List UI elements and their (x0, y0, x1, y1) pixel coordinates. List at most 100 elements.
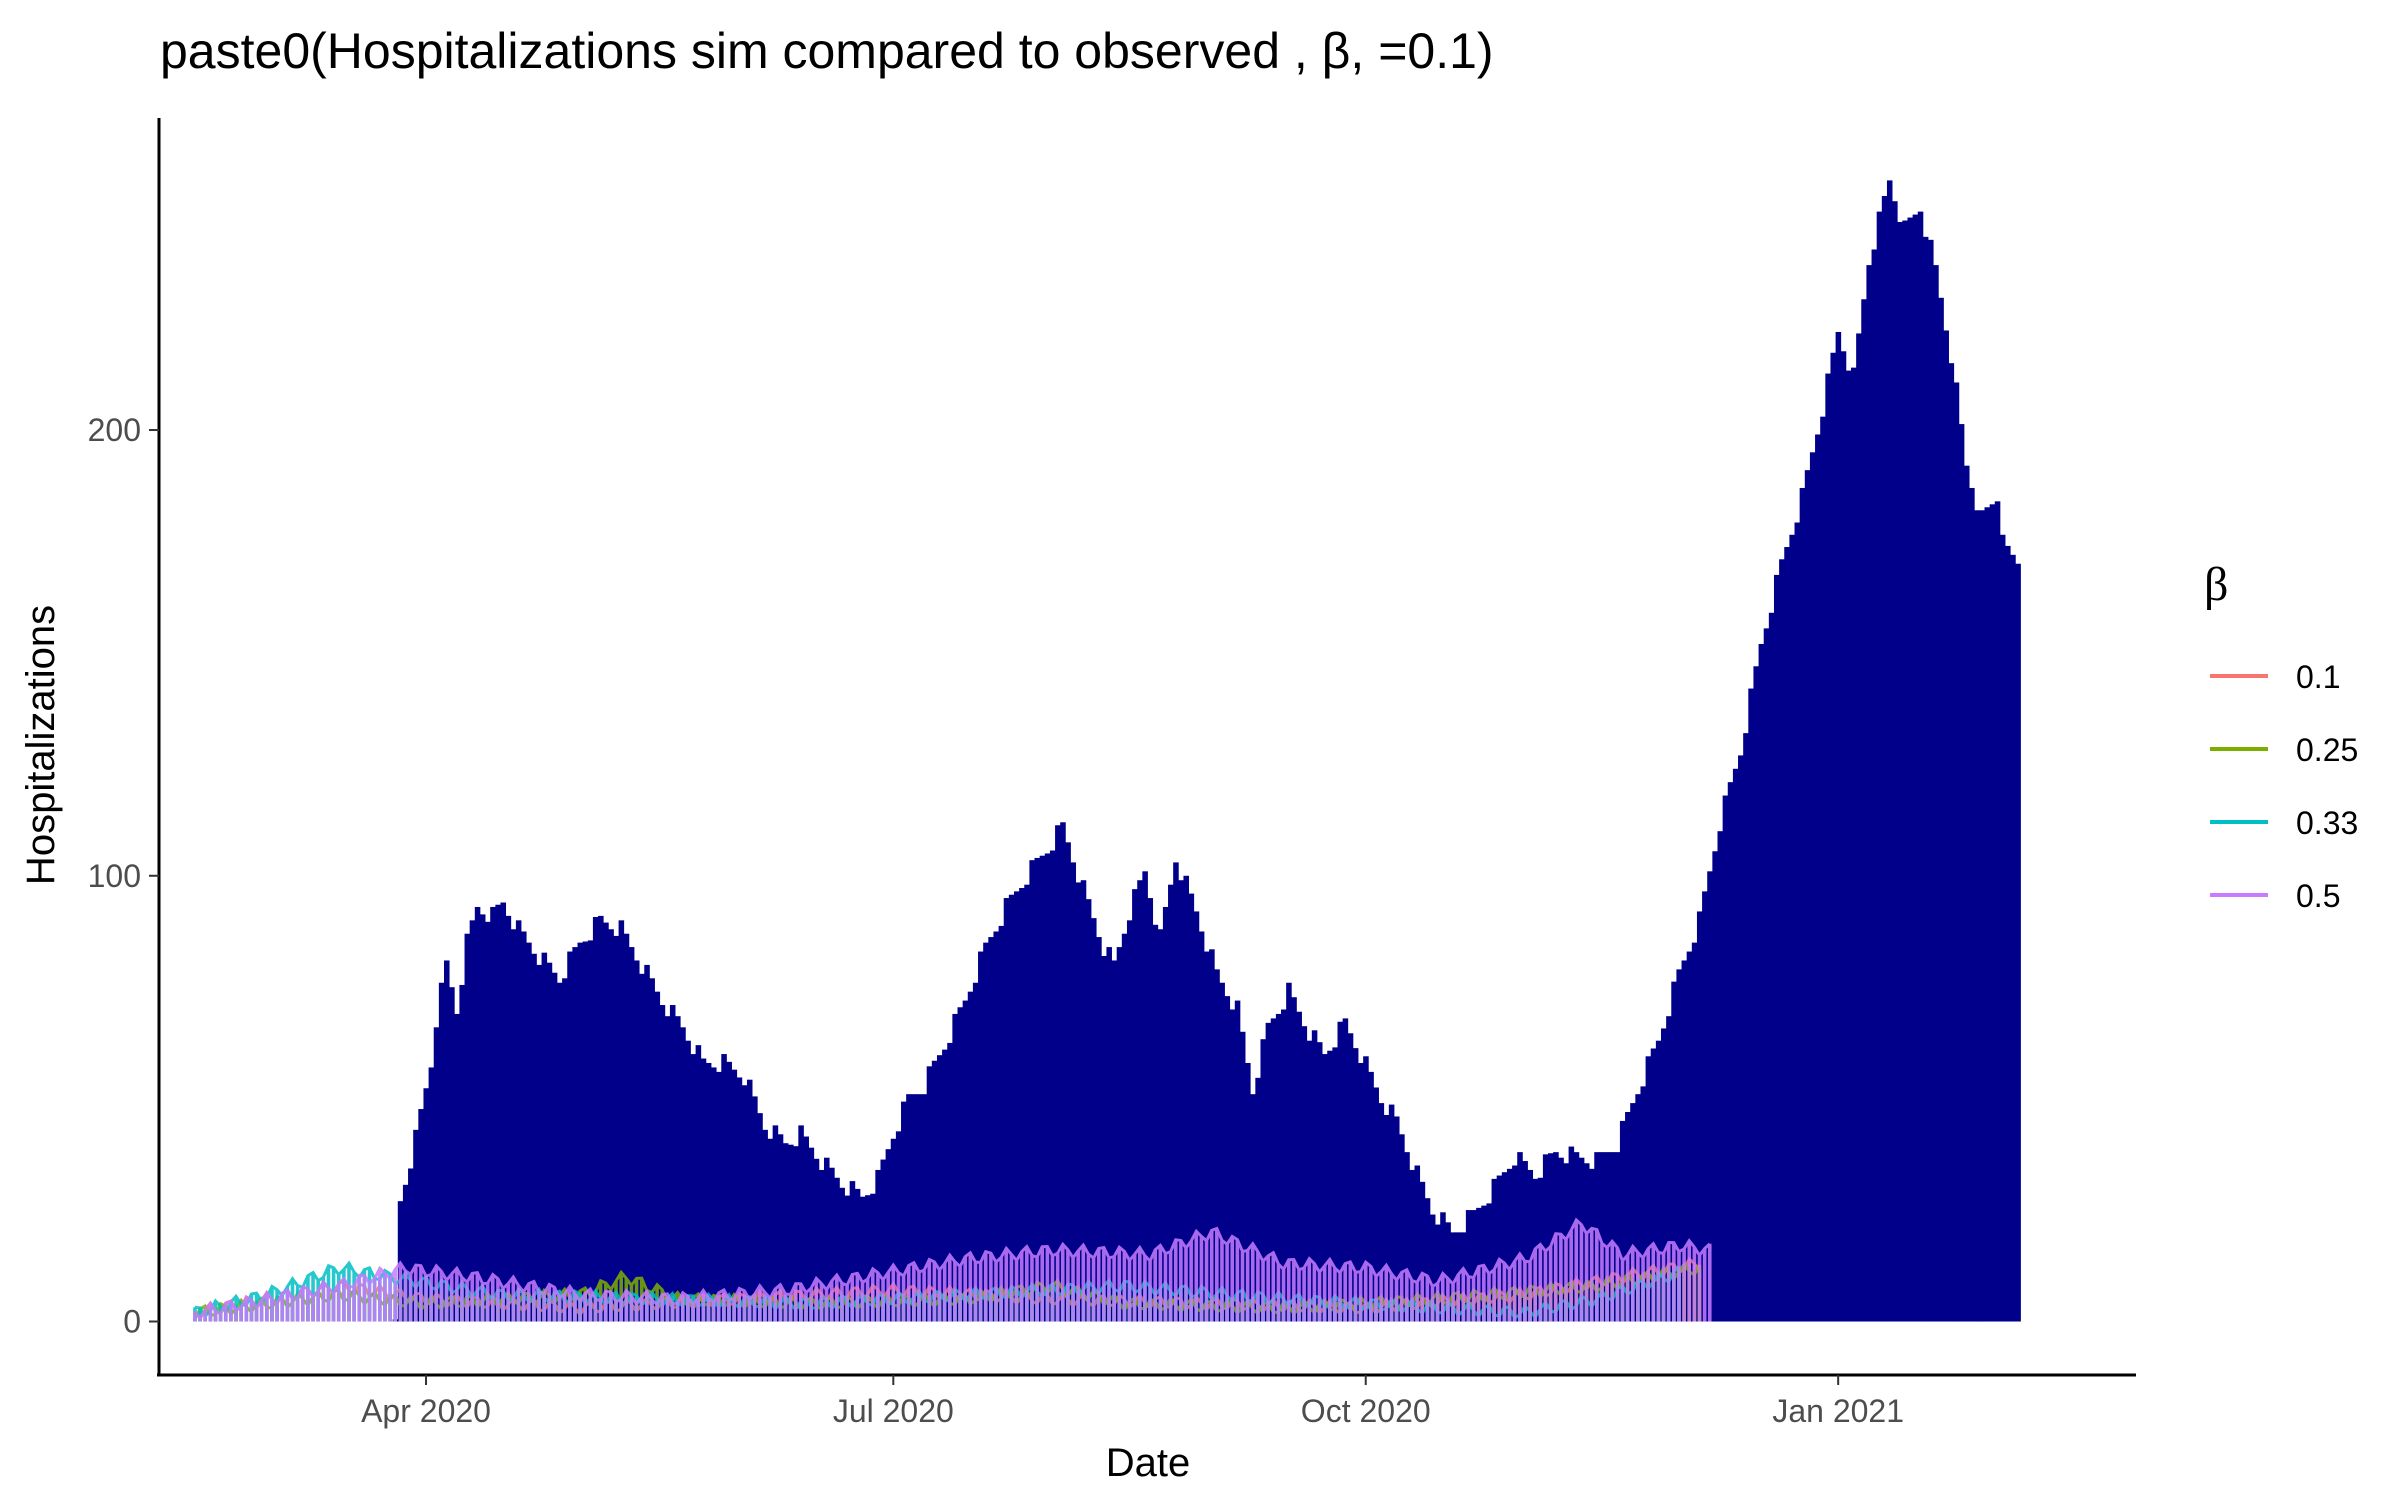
series-bar (824, 1289, 829, 1322)
observed-bar (413, 1129, 419, 1322)
series-bar (588, 1289, 593, 1322)
series-bar (1574, 1220, 1579, 1322)
observed-bar (1789, 534, 1795, 1322)
series-bar (542, 1293, 546, 1322)
observed-bar (1111, 960, 1118, 1322)
observed-bar (1948, 363, 1955, 1322)
observed-bar (695, 1045, 702, 1322)
series-bar (614, 1302, 618, 1322)
series-bar (1343, 1263, 1347, 1322)
series-bar (881, 1280, 885, 1322)
observed-bar (1619, 1120, 1626, 1322)
series-bar (953, 1261, 957, 1322)
series-bar (1112, 1256, 1116, 1322)
series-bar (470, 1273, 475, 1322)
series-bar (1482, 1265, 1486, 1322)
observed-bar (1630, 1103, 1636, 1322)
series-bar (973, 1262, 978, 1322)
series-bar (1204, 1240, 1209, 1322)
series-bar (357, 1275, 362, 1322)
observed-bar (1049, 850, 1056, 1322)
observed-bar (2005, 545, 2011, 1322)
series-bar (1461, 1268, 1466, 1322)
series-bar (1595, 1229, 1599, 1322)
series-bar (265, 1292, 269, 1322)
series-bar (1446, 1278, 1450, 1322)
series-bar (1050, 1255, 1055, 1322)
chart-title: paste0(Hospitalizations sim compared to … (160, 23, 1494, 79)
observed-bar (1661, 1028, 1667, 1322)
series-bar (1564, 1239, 1568, 1322)
observed-bar (1327, 1050, 1333, 1322)
observed-bar (1275, 1013, 1282, 1322)
observed-bar (1157, 929, 1164, 1322)
series-bar (1415, 1282, 1419, 1322)
series-bar (1250, 1243, 1255, 1322)
observed-bar (1147, 898, 1154, 1322)
observed-bar (1548, 1153, 1554, 1322)
observed-bar (526, 942, 532, 1322)
series-bar (475, 1272, 480, 1322)
series-bar (1281, 1269, 1286, 1322)
observed-bar (1229, 1009, 1236, 1322)
series-bar (1399, 1272, 1404, 1322)
observed-bar (1024, 884, 1030, 1322)
observed-bar (1388, 1104, 1395, 1322)
series-bar (306, 1288, 310, 1322)
observed-bar (1851, 367, 1857, 1322)
observed-bar (572, 947, 578, 1322)
observed-bar (1486, 1203, 1492, 1322)
series-bar (1348, 1261, 1353, 1322)
observed-bar (495, 904, 501, 1322)
series-bar (660, 1294, 665, 1322)
observed-bar (1691, 942, 1698, 1322)
series-bar (978, 1262, 983, 1322)
series-bar (1153, 1249, 1157, 1322)
series-bar (855, 1273, 860, 1322)
observed-bar (1039, 855, 1046, 1322)
observed-bar (1866, 265, 1872, 1322)
observed-bar (829, 1167, 835, 1322)
series-bar (994, 1262, 998, 1322)
observed-bar (567, 951, 573, 1322)
observed-bar (1178, 880, 1184, 1322)
series-bar (1394, 1280, 1399, 1322)
series-bar (1035, 1257, 1039, 1322)
observed-bar (669, 1005, 676, 1322)
series-bar (1030, 1255, 1034, 1322)
observed-bar (1625, 1112, 1631, 1322)
series-bar (198, 1307, 202, 1322)
y-axis-ticks: 0 100 200 (88, 412, 159, 1340)
observed-bar (1686, 951, 1693, 1322)
series-bar (1292, 1259, 1296, 1322)
series-bar (1471, 1277, 1476, 1322)
series-bar (655, 1304, 659, 1322)
observed-bar (551, 972, 558, 1322)
series-bar (906, 1265, 911, 1322)
series-bar (829, 1281, 834, 1322)
series-bar (378, 1268, 382, 1322)
series-bar (624, 1290, 629, 1322)
observed-bar (1876, 211, 1883, 1322)
series-bar (1636, 1252, 1640, 1322)
observed-bar (1332, 1047, 1338, 1322)
series-bar (1173, 1239, 1178, 1322)
observed-bar (1337, 1021, 1344, 1322)
series-bar (578, 1301, 582, 1322)
observed-bar (875, 1169, 881, 1322)
series-bar (336, 1283, 341, 1322)
legend: β 0.1 0.25 0.33 0.5 (2204, 558, 2358, 914)
observed-bar (1214, 969, 1220, 1322)
series-bar (917, 1271, 921, 1322)
observed-bar (1080, 880, 1087, 1322)
observed-bar (1044, 853, 1051, 1322)
observed-bar (1984, 507, 1991, 1322)
observed-bar (870, 1193, 876, 1322)
series-bar (1579, 1224, 1584, 1322)
observed-bar (1008, 894, 1015, 1322)
series-bar (1548, 1246, 1553, 1322)
series-bar (876, 1272, 880, 1322)
series-bar (259, 1300, 264, 1322)
observed-bar (1707, 871, 1713, 1322)
series-bar (285, 1289, 290, 1322)
